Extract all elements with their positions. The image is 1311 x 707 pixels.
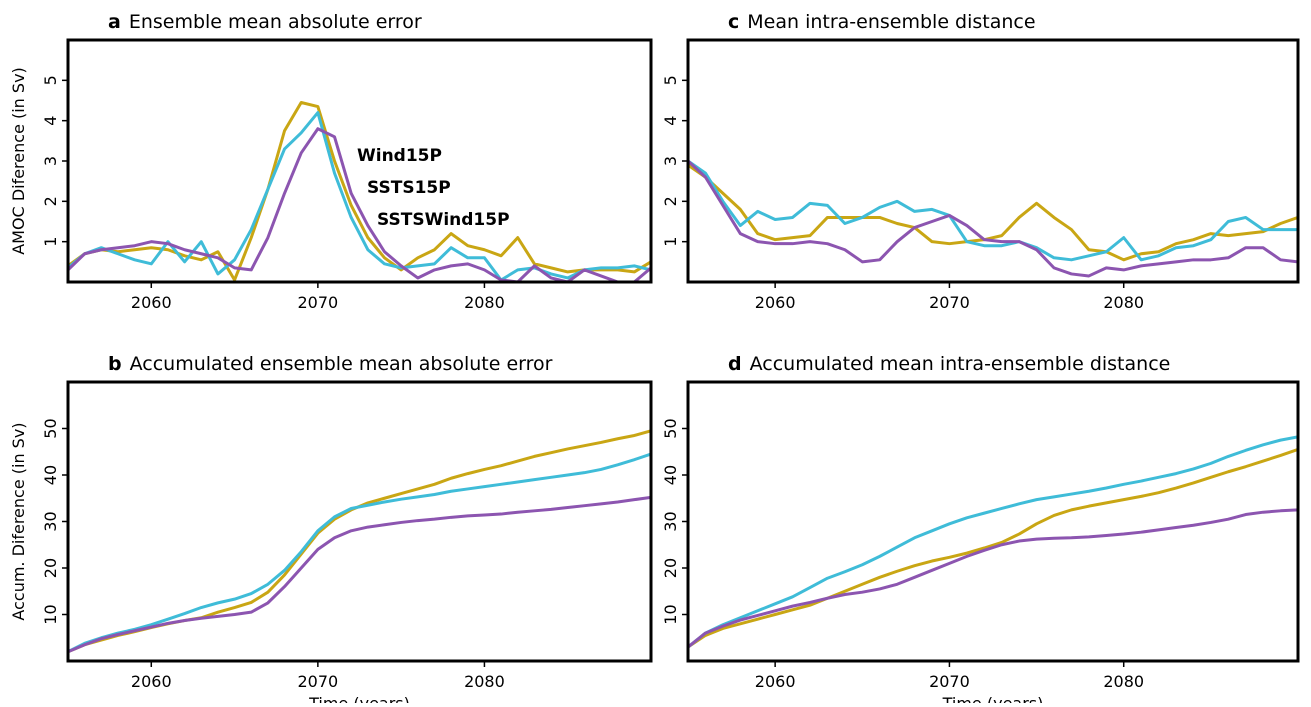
series-line	[68, 429, 651, 654]
series-line	[68, 452, 651, 654]
series-line	[688, 448, 1298, 649]
y-tick-label: 40	[661, 465, 680, 485]
x-tick-label: 2080	[1103, 293, 1144, 312]
y-tick-label: 30	[41, 511, 60, 531]
y-axis-label: AMOC Diference (in Sv)	[9, 67, 28, 255]
series-line	[688, 159, 1298, 262]
legend-entry: SSTSWind15P	[377, 210, 510, 230]
series-line	[68, 495, 651, 654]
panel-title: b Accumulated ensemble mean absolute erro…	[108, 353, 553, 375]
y-tick-label: 4	[661, 116, 680, 126]
panel-title-text: Ensemble mean absolute error	[129, 11, 422, 33]
y-tick-label: 10	[661, 604, 680, 624]
lines	[688, 159, 1298, 278]
x-tick-label: 2080	[464, 293, 505, 312]
panel-title-text: Accumulated mean intra-ensemble distance	[750, 353, 1171, 375]
y-tick-label: 2	[41, 196, 60, 206]
panel: d Accumulated mean intra-ensemble distanc…	[661, 353, 1300, 707]
panel-letter: d	[728, 353, 742, 375]
y-tick-label: 5	[661, 75, 680, 85]
y-tick-label: 3	[41, 156, 60, 166]
series-line	[68, 101, 651, 282]
y-tick-label: 10	[41, 604, 60, 624]
series-line	[688, 508, 1298, 649]
x-tick-label: 2080	[464, 672, 505, 691]
lines	[688, 435, 1298, 649]
y-tick-label: 50	[661, 418, 680, 438]
plot-frame	[66, 380, 653, 663]
lines	[68, 101, 651, 282]
x-tick-label: 2060	[131, 672, 172, 691]
panel-title-text: Mean intra-ensemble distance	[747, 11, 1035, 33]
y-tick-label: 4	[41, 116, 60, 126]
panel-title: d Accumulated mean intra-ensemble distanc…	[728, 353, 1170, 375]
panel: b Accumulated ensemble mean absolute erro…	[9, 353, 653, 707]
x-tick-label: 2070	[297, 672, 338, 691]
x-tick-label: 2070	[929, 672, 970, 691]
x-tick-label: 2060	[131, 293, 172, 312]
y-tick-label: 3	[661, 156, 680, 166]
x-axis-label: Time (years)	[308, 694, 410, 703]
y-tick-label: 1	[661, 237, 680, 247]
series-line	[688, 163, 1298, 262]
legend-entry: Wind15P	[357, 146, 442, 166]
legend-entry: SSTS15P	[367, 178, 451, 198]
y-tick-label: 30	[661, 511, 680, 531]
x-tick-label: 2070	[929, 293, 970, 312]
x-tick-label: 2060	[755, 672, 796, 691]
y-tick-label: 20	[41, 558, 60, 578]
panel-letter: a	[108, 11, 121, 33]
plot-frame	[686, 380, 1300, 663]
lines	[68, 429, 651, 654]
series-line	[688, 435, 1298, 649]
y-tick-label: 1	[41, 237, 60, 247]
y-axis-label: Accum. Diference (in Sv)	[9, 422, 28, 620]
series-line	[68, 111, 651, 282]
y-tick-label: 5	[41, 75, 60, 85]
panel-title: a Ensemble mean absolute error	[108, 11, 422, 33]
x-axis-label: Time (years)	[942, 694, 1044, 703]
x-tick-label: 2070	[297, 293, 338, 312]
panel: a Ensemble mean absolute error 2060 2070 208…	[9, 11, 653, 312]
y-tick-label: 40	[41, 465, 60, 485]
x-tick-label: 2060	[755, 293, 796, 312]
y-tick-label: 50	[41, 418, 60, 438]
panel-letter: b	[108, 353, 122, 375]
panel-letter: c	[728, 11, 739, 33]
x-tick-label: 2080	[1103, 672, 1144, 691]
panel-title: c Mean intra-ensemble distance	[728, 11, 1036, 33]
y-tick-label: 2	[661, 196, 680, 206]
series-line	[68, 127, 651, 282]
y-tick-label: 20	[661, 558, 680, 578]
panel-title-text: Accumulated ensemble mean absolute error	[130, 353, 553, 375]
panel: c Mean intra-ensemble distance 2060 2070 208…	[661, 11, 1300, 312]
series-line	[688, 159, 1298, 278]
